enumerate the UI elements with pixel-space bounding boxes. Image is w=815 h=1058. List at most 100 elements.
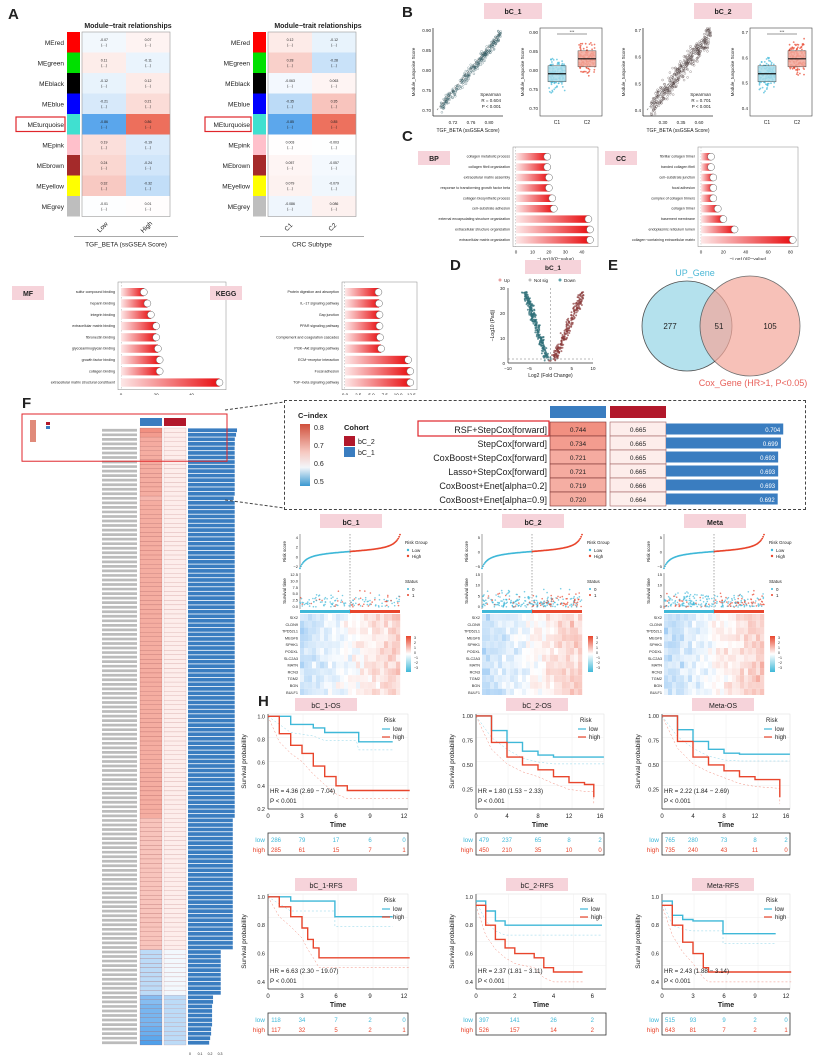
survival-time-point [546, 604, 548, 607]
cindex-cell-bc2 [163, 654, 187, 660]
expression-cell [696, 688, 701, 695]
heatmap-cell [126, 93, 170, 114]
cindex-value-bc1: 0.734 [570, 441, 587, 448]
expression-cell [372, 641, 377, 648]
expression-cell [752, 661, 757, 669]
scatter-point [674, 70, 677, 74]
model-name: CoxBoost+Enet[alpha=0.2] [439, 481, 547, 491]
heatmap-cell [312, 73, 356, 94]
enrich-x-tick: 30 [563, 250, 569, 255]
status-legend-title: Status [405, 579, 419, 584]
mean-cindex-bar [188, 437, 235, 442]
cindex-cell-bc1 [139, 486, 163, 492]
survival-time-point [518, 598, 520, 601]
heatmap-cell [126, 134, 170, 155]
expression-cell [708, 654, 713, 662]
gene-label: SPHK1 [650, 643, 662, 647]
expression-cell [570, 641, 575, 648]
volcano-x-tick: 10 [590, 366, 596, 371]
expression-cell [494, 641, 499, 648]
scatter-point [703, 40, 707, 43]
volcano-point-down [528, 297, 531, 300]
expression-cell [728, 627, 733, 635]
volcano-point-up [570, 316, 573, 319]
expression-cell [562, 614, 567, 621]
cindex-value-bc2: 0.664 [630, 497, 647, 504]
expression-cell [352, 668, 357, 676]
expression-cell [388, 668, 393, 676]
survival-time-point [522, 602, 525, 604]
scatter-point [442, 98, 445, 101]
mean-cindex-bar [188, 442, 235, 446]
expression-cell [332, 661, 337, 669]
survival-time-point [352, 605, 354, 608]
expression-cell [562, 648, 567, 655]
survival-time-point [502, 598, 505, 601]
expression-cell [712, 654, 717, 662]
heatmap-cell-pvalue: (…) [287, 64, 293, 68]
gene-label: RCN3 [288, 670, 298, 674]
expression-cell [696, 668, 701, 676]
volcano-point-up [566, 336, 568, 339]
scatter-point [685, 67, 689, 70]
heatmap-cell [312, 196, 356, 217]
cindex-cell-bc1 [139, 436, 163, 442]
expression-tick: −1 [414, 656, 418, 660]
expression-cell [538, 675, 543, 682]
volcano-point-down [531, 315, 534, 318]
enrich-frame [697, 146, 799, 247]
enrich-x-tick: 60 [766, 250, 772, 255]
survival-time-point [666, 592, 668, 595]
volcano-point-up [565, 330, 568, 333]
cindex-cell-bc2 [163, 459, 187, 465]
enrich-x-tick: 40 [579, 250, 585, 255]
cindex-cell-bc1 [139, 550, 163, 556]
heatmap-cell-pvalue: (…) [145, 125, 151, 129]
expression-cell [696, 661, 701, 669]
expression-cell [498, 627, 503, 635]
count-bubble [789, 236, 797, 244]
heatmap-cell-pvalue: (…) [287, 187, 293, 191]
survival-time-point [532, 603, 534, 606]
scatter-point [660, 93, 663, 96]
expression-cell [728, 648, 733, 655]
scatter-point [668, 71, 672, 74]
cindex-cell-bc2 [163, 795, 187, 801]
km-title: bC_1-RFS [309, 883, 342, 890]
risk-table-value: 240 [688, 848, 699, 854]
term-label: Focal adhesion [315, 369, 339, 373]
expression-cell [700, 648, 705, 655]
expression-cell [300, 627, 305, 635]
expression-cell [728, 654, 733, 662]
survival-time-point [723, 600, 726, 603]
cindex-cell-bc2 [163, 858, 187, 864]
term-label: Gap junction [319, 313, 339, 317]
cindex-cell-bc2 [163, 1031, 187, 1037]
expression-cell [566, 648, 571, 655]
cindex-cell-bc1 [139, 863, 163, 869]
heatmap-cell-pvalue: (…) [331, 125, 337, 129]
cindex-cell-bc2 [163, 745, 187, 751]
volcano-point-up [577, 296, 580, 299]
survival-time-point [747, 598, 749, 601]
cindex-cell-bc2 [163, 609, 187, 615]
mean-cindex-bar [666, 479, 779, 491]
expression-cell [522, 682, 527, 689]
scatter-point [696, 60, 699, 63]
expression-cell [732, 627, 737, 635]
expression-cell [760, 641, 765, 648]
enrich-x-tick: 5.0 [368, 393, 375, 395]
scatter-point [654, 92, 657, 95]
hazard-ratio: HR = 2.22 (1.84 − 2.69) [664, 788, 729, 795]
mean-cindex-bar [188, 609, 235, 614]
mean-cindex-bar [188, 682, 235, 687]
cindex-cell-bc2 [163, 754, 187, 760]
expression-tick: 0 [778, 651, 780, 655]
scatter-point [661, 86, 664, 89]
survival-time-point [734, 601, 736, 604]
model-name: RSF+StepCox[forward] [454, 425, 547, 435]
expression-cell [352, 641, 357, 648]
mean-cindex-bar [188, 759, 235, 764]
scatter-point [656, 90, 660, 94]
volcano-point-down [528, 303, 531, 305]
